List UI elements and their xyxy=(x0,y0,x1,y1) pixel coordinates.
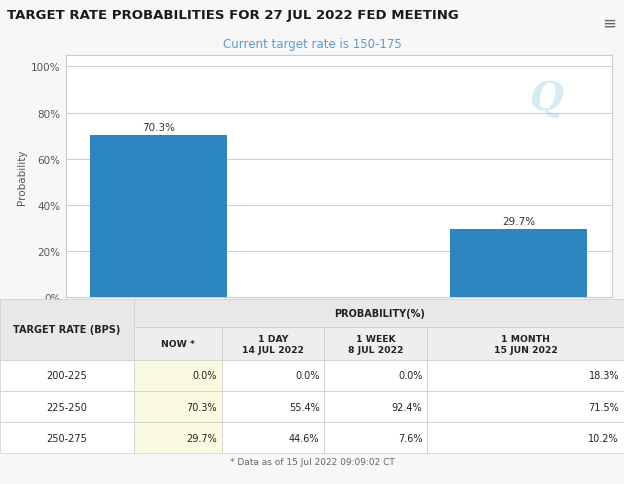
Text: 55.4%: 55.4% xyxy=(289,402,319,412)
Text: TARGET RATE (BPS): TARGET RATE (BPS) xyxy=(13,325,121,334)
Text: 10.2%: 10.2% xyxy=(588,433,619,443)
Bar xyxy=(427,360,624,391)
Bar xyxy=(427,391,624,422)
Bar xyxy=(0,360,134,391)
Bar xyxy=(134,422,222,454)
Text: PROBABILITY(%): PROBABILITY(%) xyxy=(334,308,424,318)
Text: 0.0%: 0.0% xyxy=(192,371,217,380)
Bar xyxy=(222,422,324,454)
Text: Current target rate is 150-175: Current target rate is 150-175 xyxy=(223,38,401,51)
Bar xyxy=(134,391,222,422)
Text: 250-275: 250-275 xyxy=(47,433,87,443)
Text: 200-225: 200-225 xyxy=(47,371,87,380)
Y-axis label: Probability: Probability xyxy=(17,149,27,204)
Bar xyxy=(134,328,222,360)
Text: Q: Q xyxy=(529,80,563,118)
Text: 1 MONTH
15 JUN 2022: 1 MONTH 15 JUN 2022 xyxy=(494,334,558,354)
Bar xyxy=(0,391,134,422)
Text: 1 WEEK
8 JUL 2022: 1 WEEK 8 JUL 2022 xyxy=(348,334,404,354)
Bar xyxy=(134,360,222,391)
Bar xyxy=(427,422,624,454)
Text: 1 DAY
14 JUL 2022: 1 DAY 14 JUL 2022 xyxy=(242,334,304,354)
Bar xyxy=(0,422,134,454)
Text: 0.0%: 0.0% xyxy=(398,371,422,380)
Bar xyxy=(427,328,624,360)
Bar xyxy=(90,136,227,298)
Text: 70.3%: 70.3% xyxy=(142,123,175,133)
Text: 92.4%: 92.4% xyxy=(392,402,422,412)
X-axis label: Target Rate (in bps): Target Rate (in bps) xyxy=(288,317,389,327)
Text: TARGET RATE PROBABILITIES FOR 27 JUL 2022 FED MEETING: TARGET RATE PROBABILITIES FOR 27 JUL 202… xyxy=(7,9,459,22)
Text: 29.7%: 29.7% xyxy=(186,433,217,443)
Bar xyxy=(0,299,134,360)
Text: 225-250: 225-250 xyxy=(47,402,87,412)
Bar xyxy=(222,328,324,360)
Text: NOW *: NOW * xyxy=(161,339,195,348)
Bar xyxy=(324,328,427,360)
Text: * Data as of 15 Jul 2022 09:09:02 CT: * Data as of 15 Jul 2022 09:09:02 CT xyxy=(230,457,394,466)
Text: 71.5%: 71.5% xyxy=(588,402,619,412)
Bar xyxy=(222,360,324,391)
Text: ≡: ≡ xyxy=(603,15,617,32)
Text: 44.6%: 44.6% xyxy=(289,433,319,443)
Bar xyxy=(324,360,427,391)
Bar xyxy=(134,299,624,328)
Text: 0.0%: 0.0% xyxy=(295,371,319,380)
Text: 18.3%: 18.3% xyxy=(588,371,619,380)
Text: 7.6%: 7.6% xyxy=(398,433,422,443)
Text: 70.3%: 70.3% xyxy=(186,402,217,412)
Bar xyxy=(324,391,427,422)
Text: 29.7%: 29.7% xyxy=(502,216,535,227)
Bar xyxy=(324,422,427,454)
Bar xyxy=(222,391,324,422)
Bar xyxy=(450,229,587,298)
